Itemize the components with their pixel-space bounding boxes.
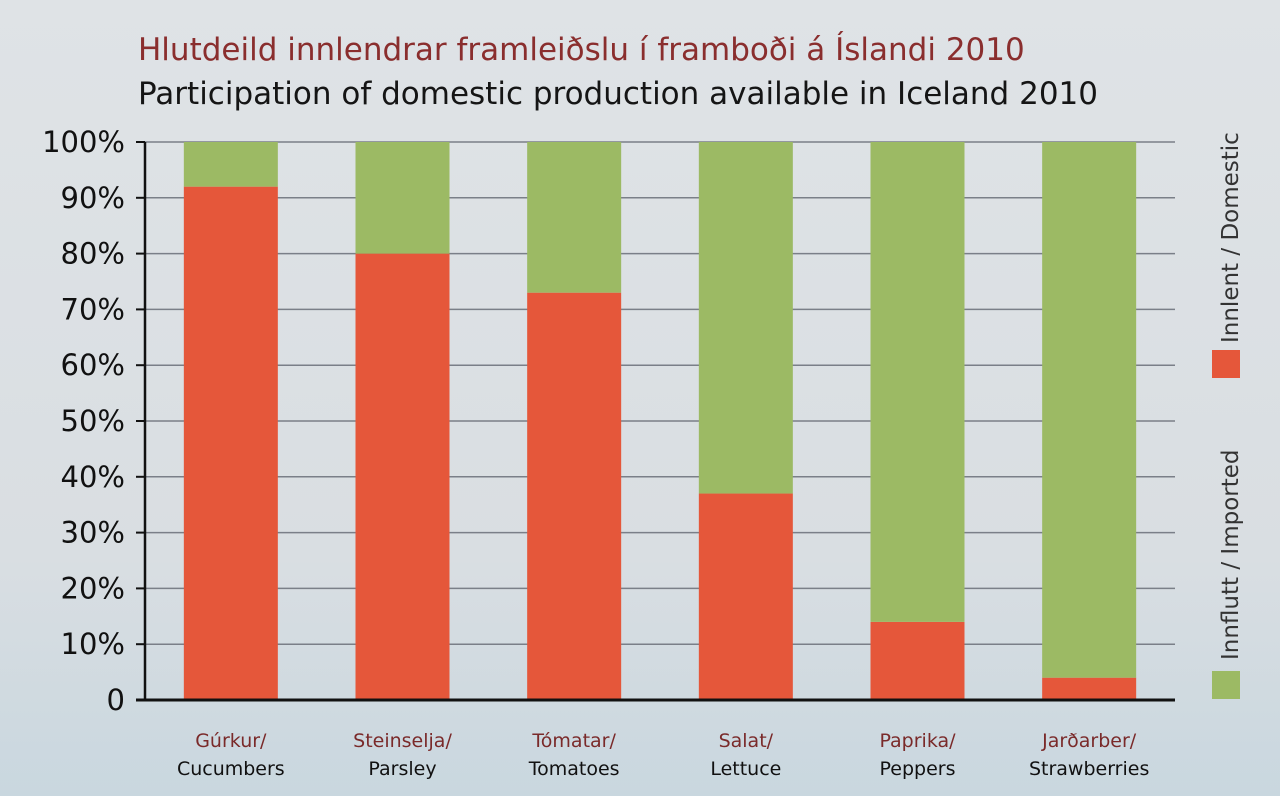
x-label-english: Parsley	[368, 758, 436, 780]
bar-domestic	[1042, 677, 1137, 700]
x-label-icelandic: Gúrkur/	[195, 730, 267, 752]
y-tick-label: 70%	[61, 292, 125, 326]
legend-swatch-domestic	[1212, 350, 1240, 378]
legend-label-imported: Innflutt / Imported	[1218, 450, 1244, 661]
bar-imported	[1042, 142, 1137, 678]
x-label-english: Lettuce	[710, 758, 781, 780]
x-label-icelandic: Paprika/	[879, 730, 956, 752]
bar-imported	[183, 142, 278, 187]
bar-domestic	[355, 253, 450, 700]
y-tick-label: 60%	[61, 348, 125, 382]
bar-imported	[355, 142, 450, 254]
bar-domestic	[527, 292, 622, 700]
chart-title: Hlutdeild innlendrar framleiðslu í framb…	[138, 32, 1025, 68]
y-tick-label: 10%	[61, 627, 125, 661]
legend: Innlent / Domestic Innflutt / Imported	[1212, 132, 1244, 699]
x-label-english: Tomatoes	[528, 758, 620, 780]
x-label-icelandic: Jarðarber/	[1041, 730, 1137, 752]
chart-subtitle: Participation of domestic production ava…	[138, 76, 1098, 112]
x-label-icelandic: Tómatar/	[531, 730, 616, 752]
bar-domestic	[183, 186, 278, 700]
gridlines	[145, 141, 1175, 645]
y-tick-label: 0	[107, 683, 125, 717]
bars	[183, 142, 1137, 700]
legend-swatch-imported	[1212, 671, 1240, 699]
y-tick-label: 90%	[61, 181, 125, 215]
legend-label-domestic: Innlent / Domestic	[1218, 132, 1244, 343]
y-tick-label: 30%	[61, 516, 125, 550]
bar-imported	[870, 142, 965, 622]
x-label-icelandic: Steinselja/	[353, 730, 452, 752]
y-tick-label: 20%	[61, 571, 125, 605]
y-tick-label: 100%	[42, 125, 125, 159]
x-label-english: Peppers	[880, 758, 956, 780]
axes	[136, 142, 1175, 702]
bar-domestic	[698, 493, 793, 700]
y-tick-label: 40%	[61, 460, 125, 494]
x-label-english: Cucumbers	[177, 758, 285, 780]
y-tick-label: 80%	[61, 237, 125, 271]
y-axis-ticks: 0 10% 20% 30% 40% 50% 60% 70% 80% 90% 100%	[42, 125, 145, 717]
x-label-icelandic: Salat/	[719, 730, 774, 752]
bar-imported	[527, 142, 622, 293]
x-axis-labels: Gúrkur/Cucumbers Steinselja/Parsley Tómata…	[177, 730, 1149, 780]
x-label-english: Strawberries	[1029, 758, 1149, 780]
y-tick-label: 50%	[61, 404, 125, 438]
bar-domestic	[870, 621, 965, 700]
bar-imported	[698, 142, 793, 494]
